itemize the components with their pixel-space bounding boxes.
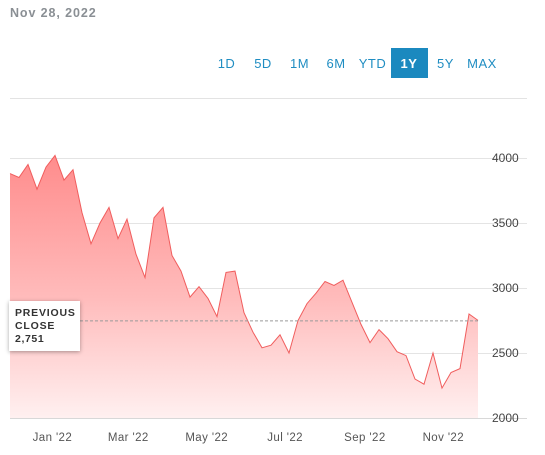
range-button-1y[interactable]: 1Y bbox=[390, 48, 428, 78]
x-tick-label: Jul '22 bbox=[267, 432, 303, 444]
y-tick-label: 4000 bbox=[492, 151, 519, 165]
range-button-5y[interactable]: 5Y bbox=[437, 55, 454, 71]
range-button-5d[interactable]: 5D bbox=[254, 55, 272, 71]
tooltip-line2: CLOSE bbox=[15, 320, 56, 332]
y-tick-label: 2000 bbox=[492, 411, 519, 425]
price-area bbox=[10, 155, 478, 418]
date-label: Nov 28, 2022 bbox=[10, 6, 97, 20]
divider bbox=[10, 98, 527, 99]
x-tick-label: May '22 bbox=[185, 432, 228, 444]
price-line bbox=[9, 154, 479, 390]
y-tick-label: 3500 bbox=[492, 216, 519, 230]
y-tick-label: 2500 bbox=[492, 346, 519, 360]
range-selector: 1D 5D 1M 6M YTD 1Y 5Y MAX bbox=[208, 48, 500, 78]
previous-close-tooltip: PREVIOUS CLOSE 2,751 bbox=[9, 301, 80, 351]
tooltip-line1: PREVIOUS bbox=[15, 307, 76, 319]
x-tick-label: Jan '22 bbox=[33, 432, 73, 444]
range-button-6m[interactable]: 6M bbox=[326, 55, 346, 71]
x-axis: Jan '22 Mar '22 May '22 Jul '22 Sep '22 Nov '… bbox=[33, 432, 464, 444]
y-tick-label: 3000 bbox=[492, 281, 519, 295]
range-button-max[interactable]: MAX bbox=[467, 55, 497, 71]
range-button-1m[interactable]: 1M bbox=[289, 55, 310, 71]
x-tick-label: Nov '22 bbox=[423, 432, 464, 444]
range-button-1d[interactable]: 1D bbox=[217, 55, 236, 71]
tooltip-value: 2,751 bbox=[15, 333, 45, 345]
x-tick-label: Mar '22 bbox=[108, 432, 149, 444]
range-button-ytd[interactable]: YTD bbox=[358, 55, 387, 71]
y-axis: 2000 2500 3000 3500 4000 bbox=[492, 151, 519, 425]
x-tick-label: Sep '22 bbox=[344, 432, 385, 444]
